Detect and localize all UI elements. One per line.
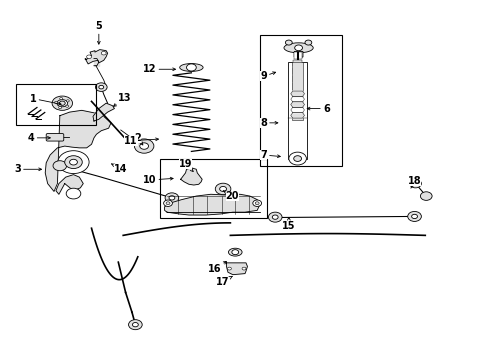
- Circle shape: [99, 85, 104, 89]
- Circle shape: [232, 249, 239, 255]
- Circle shape: [165, 193, 179, 203]
- Ellipse shape: [57, 100, 68, 107]
- Circle shape: [187, 64, 196, 71]
- Text: 15: 15: [282, 217, 295, 231]
- Polygon shape: [45, 111, 111, 192]
- Circle shape: [66, 100, 69, 102]
- Circle shape: [227, 267, 231, 270]
- Bar: [260, 35, 343, 166]
- Circle shape: [132, 323, 138, 327]
- Bar: [294, 52, 301, 59]
- Circle shape: [87, 55, 92, 59]
- Circle shape: [272, 215, 278, 219]
- Circle shape: [410, 179, 421, 188]
- Circle shape: [289, 152, 306, 165]
- Polygon shape: [165, 194, 260, 215]
- Circle shape: [269, 212, 282, 222]
- FancyBboxPatch shape: [294, 51, 303, 57]
- Circle shape: [66, 188, 81, 199]
- Polygon shape: [181, 168, 202, 185]
- Circle shape: [96, 83, 107, 91]
- Circle shape: [54, 101, 57, 103]
- Text: 12: 12: [143, 64, 175, 74]
- Text: 5: 5: [96, 21, 102, 44]
- Circle shape: [66, 105, 69, 107]
- Bar: [293, 76, 302, 82]
- Circle shape: [164, 200, 172, 206]
- Text: 18: 18: [408, 176, 421, 188]
- Polygon shape: [291, 91, 304, 96]
- FancyBboxPatch shape: [46, 134, 64, 141]
- Text: 6: 6: [307, 104, 330, 113]
- Bar: [293, 60, 302, 66]
- Text: 11: 11: [124, 136, 158, 146]
- Polygon shape: [93, 103, 115, 121]
- Text: 14: 14: [112, 164, 128, 174]
- Polygon shape: [56, 175, 83, 194]
- Circle shape: [220, 186, 226, 192]
- Ellipse shape: [284, 43, 313, 53]
- Circle shape: [134, 139, 154, 153]
- Polygon shape: [94, 59, 99, 66]
- Text: 13: 13: [114, 93, 132, 106]
- Circle shape: [60, 98, 63, 100]
- Polygon shape: [226, 263, 247, 275]
- Ellipse shape: [228, 248, 242, 256]
- Text: 4: 4: [28, 133, 50, 143]
- Text: 10: 10: [143, 175, 173, 185]
- Circle shape: [140, 143, 148, 149]
- Circle shape: [420, 192, 432, 201]
- Bar: [292, 62, 303, 120]
- Ellipse shape: [52, 96, 73, 111]
- Bar: [293, 68, 302, 74]
- Text: 7: 7: [260, 150, 280, 160]
- Bar: [160, 158, 267, 217]
- Circle shape: [53, 161, 67, 171]
- Text: 2: 2: [134, 133, 143, 145]
- Text: 17: 17: [216, 276, 232, 287]
- Circle shape: [253, 200, 262, 206]
- Circle shape: [70, 159, 77, 165]
- Polygon shape: [291, 113, 304, 118]
- Bar: [16, 84, 97, 125]
- Text: 16: 16: [208, 261, 226, 274]
- Circle shape: [255, 202, 259, 204]
- Polygon shape: [291, 96, 304, 102]
- Circle shape: [169, 196, 175, 200]
- Circle shape: [101, 51, 106, 55]
- Circle shape: [305, 40, 312, 45]
- Circle shape: [412, 214, 417, 219]
- Circle shape: [128, 320, 142, 330]
- Text: 8: 8: [260, 118, 278, 128]
- Polygon shape: [85, 50, 108, 64]
- Circle shape: [65, 156, 82, 168]
- Polygon shape: [291, 102, 304, 107]
- Bar: [288, 62, 307, 158]
- Text: 20: 20: [223, 190, 239, 201]
- Text: 19: 19: [179, 159, 193, 171]
- Bar: [294, 91, 301, 98]
- Circle shape: [408, 211, 421, 221]
- Circle shape: [294, 156, 301, 161]
- Circle shape: [58, 151, 89, 174]
- Polygon shape: [291, 107, 304, 113]
- Circle shape: [242, 267, 246, 270]
- Circle shape: [285, 40, 292, 45]
- Text: 1: 1: [30, 94, 61, 105]
- Text: 3: 3: [14, 164, 42, 174]
- Text: 9: 9: [260, 71, 275, 81]
- Ellipse shape: [180, 64, 203, 71]
- Circle shape: [59, 107, 62, 109]
- Circle shape: [294, 45, 302, 51]
- Circle shape: [215, 183, 231, 195]
- Circle shape: [59, 101, 65, 105]
- Circle shape: [166, 202, 170, 204]
- Bar: [293, 84, 302, 90]
